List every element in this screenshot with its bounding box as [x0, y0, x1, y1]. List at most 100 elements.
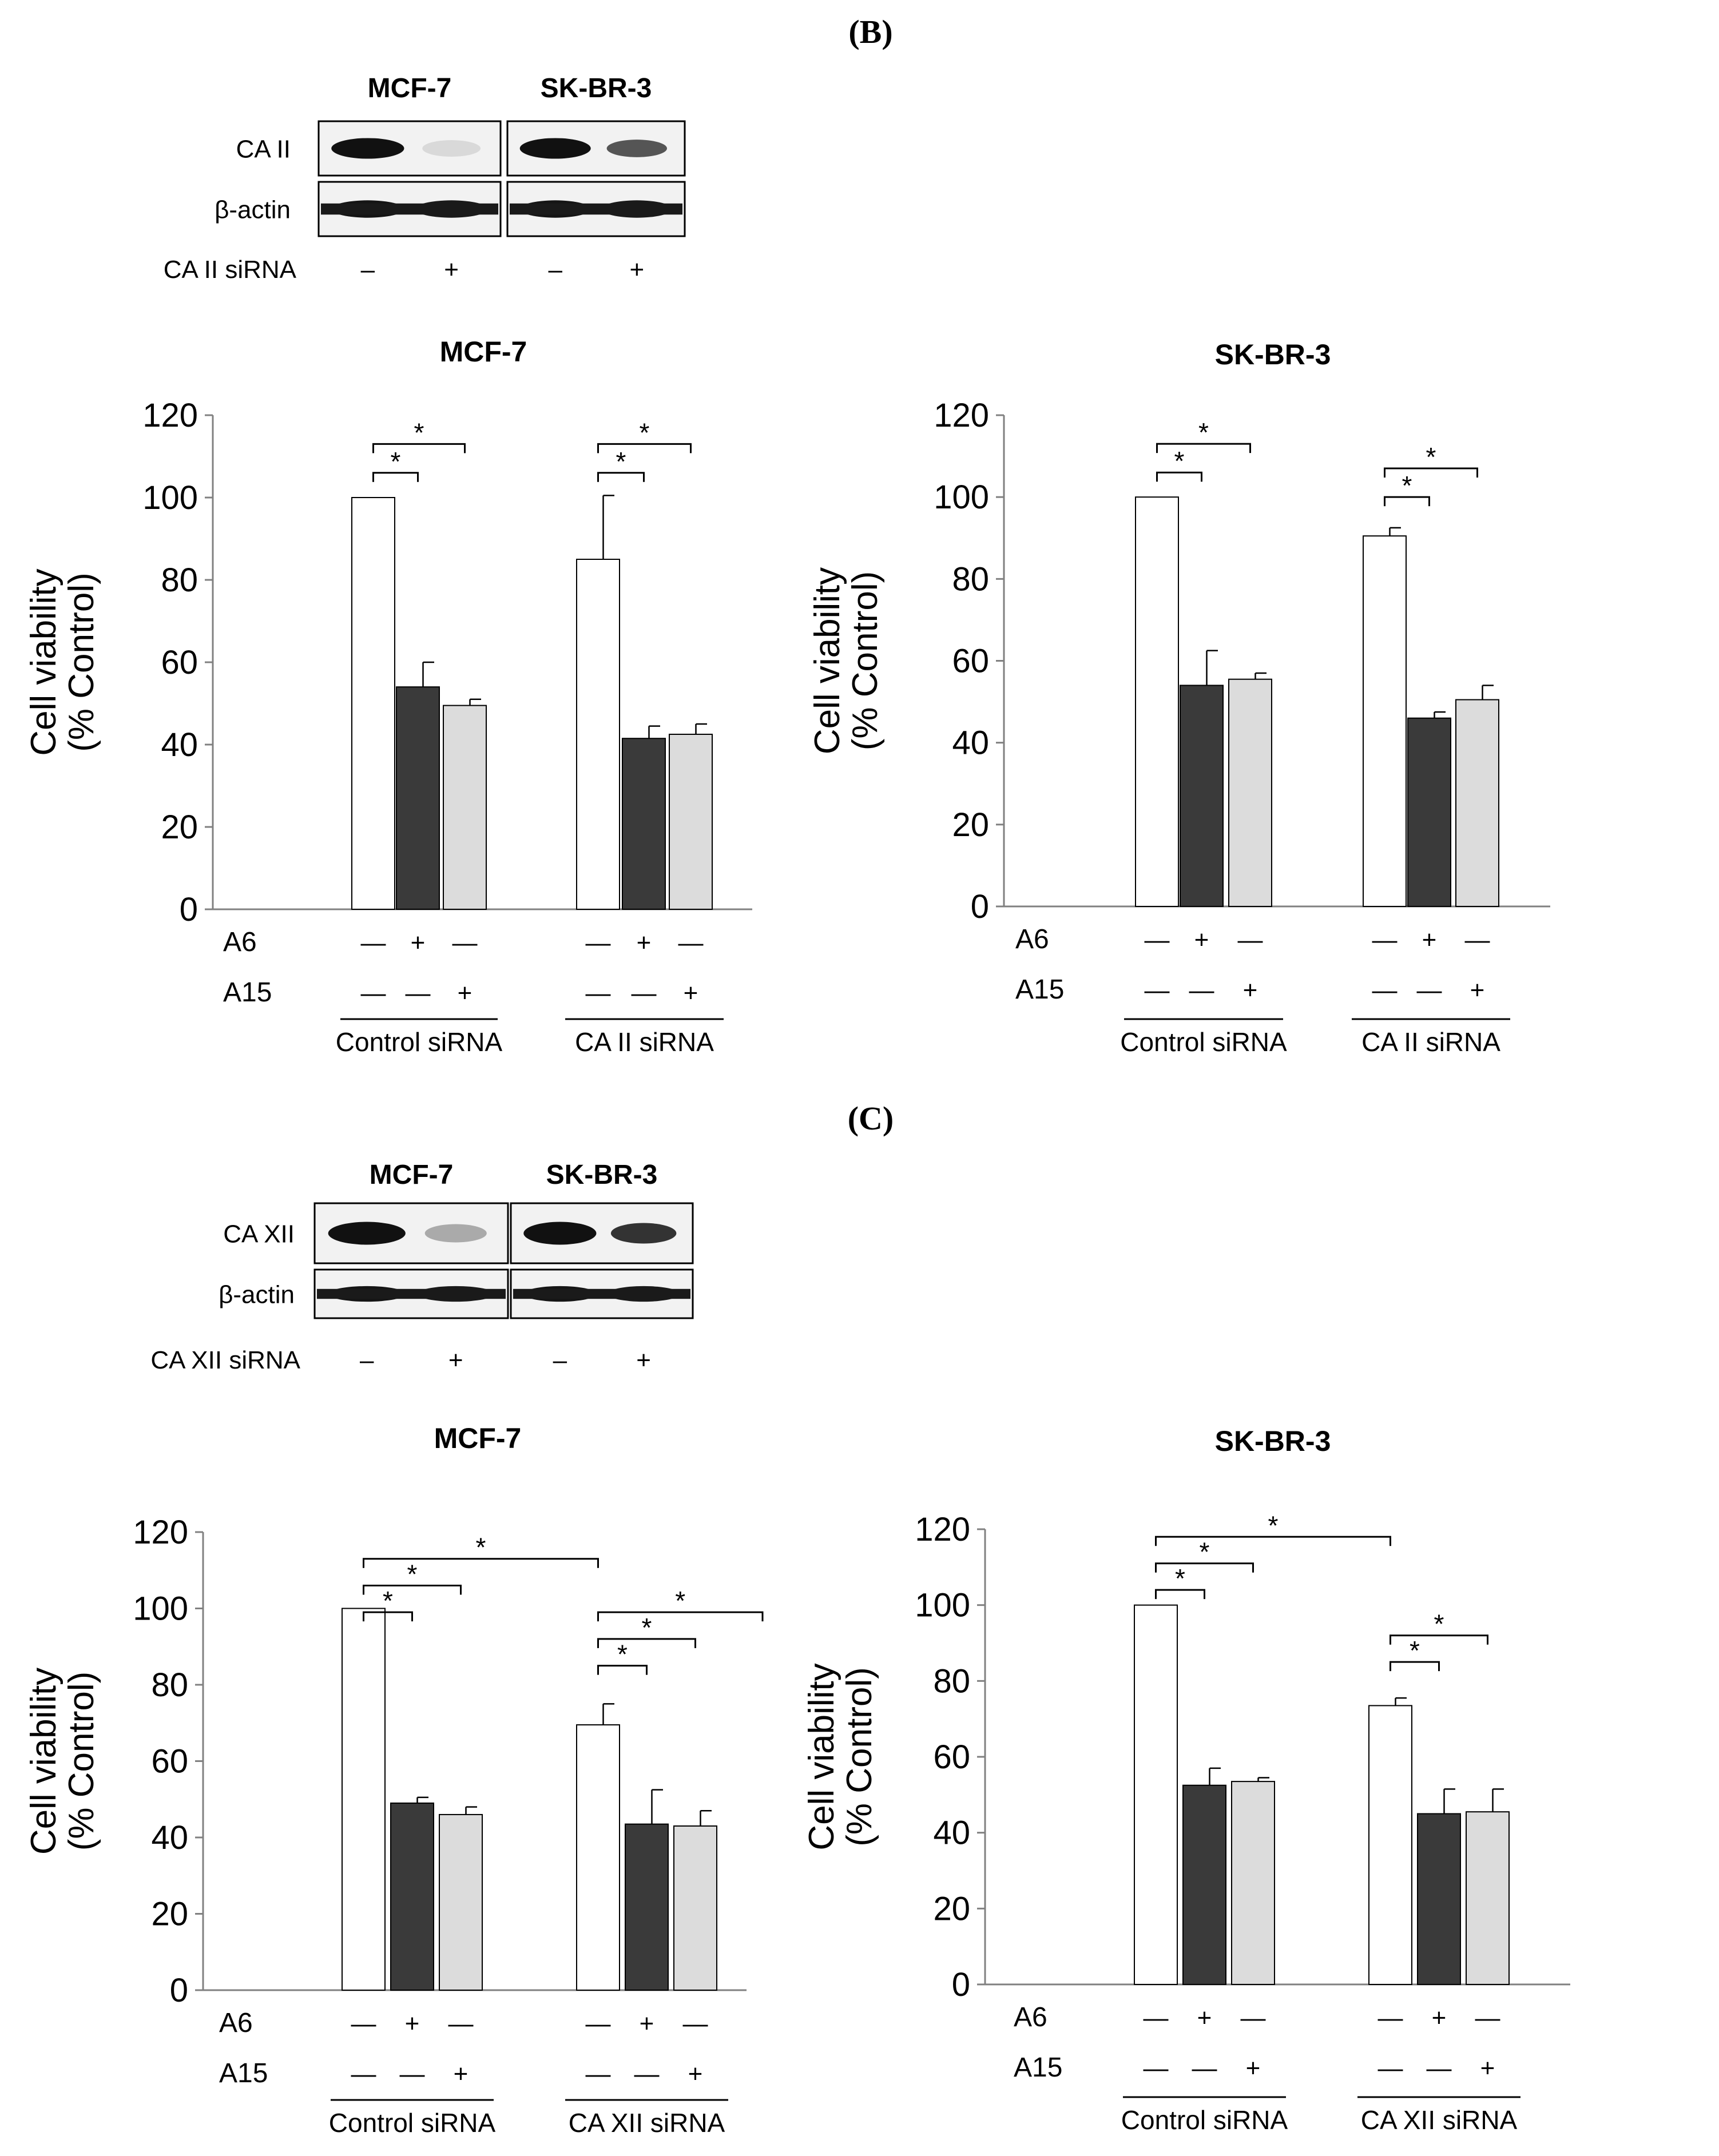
a15-sign: +: [1480, 2054, 1495, 2082]
significance-bracket: [1155, 1562, 1254, 1573]
group-label: Control siRNA: [1120, 1027, 1287, 1057]
bar: [1368, 1705, 1412, 1985]
cell-line-label: MCF-7: [370, 1160, 454, 1190]
y-tick-label: 100: [915, 1587, 970, 1624]
cell-line-label: SK-BR-3: [546, 1160, 658, 1190]
a15-sign: —: [400, 2060, 425, 2088]
a6-sign: —: [586, 2010, 611, 2038]
a15-sign: —: [1378, 2054, 1403, 2082]
a6-sign: —: [1238, 926, 1263, 954]
a15-sign: —: [361, 979, 386, 1007]
row-label-a6: A6: [1015, 924, 1049, 954]
bar: [1228, 678, 1272, 908]
a6-sign: —: [683, 2010, 708, 2038]
significance-star: *: [1402, 471, 1412, 500]
y-tick-label: 20: [952, 806, 989, 844]
significance-bracket: [363, 1611, 413, 1622]
significance-star: *: [1200, 1537, 1210, 1567]
bar: [1417, 1813, 1461, 1985]
y-tick-label: 60: [952, 643, 989, 680]
significance-star: *: [1174, 446, 1185, 476]
bar: [390, 1802, 434, 1991]
chart-3: SK-BR-3 Cell viability(% Control) 0 20 40 60 8…: [802, 1425, 1570, 2135]
significance-star: *: [414, 417, 424, 447]
y-tick-label: 60: [933, 1739, 970, 1776]
treatment-sign: –: [361, 256, 375, 284]
row-label-a15: A15: [1014, 2052, 1062, 2083]
y-tick-label: 0: [952, 1966, 970, 2003]
treatment-sign: +: [444, 256, 459, 284]
bar: [1180, 685, 1224, 907]
bar: [443, 705, 487, 910]
significance-star: *: [1175, 1564, 1185, 1593]
row-label-a6: A6: [219, 2008, 253, 2038]
chart-title: SK-BR-3: [1215, 1425, 1331, 1457]
significance-bracket: [1156, 471, 1202, 482]
y-tick-label: 80: [161, 562, 198, 599]
bar: [1182, 1784, 1226, 1985]
chart-title: MCF-7: [440, 336, 527, 368]
a6-sign: —: [1145, 926, 1170, 954]
y-tick-label: 120: [133, 1514, 188, 1551]
y-axis-label: Cell viability(% Control): [808, 567, 885, 754]
bar: [625, 1823, 669, 1991]
significance-star: *: [617, 1640, 628, 1669]
group-label: Control siRNA: [1121, 2105, 1288, 2135]
blot-band: [610, 1223, 677, 1244]
bar: [622, 738, 666, 910]
group-label: CA II siRNA: [575, 1027, 714, 1057]
bar: [1135, 496, 1179, 907]
y-tick-label: 40: [161, 726, 198, 763]
a15-sign: —: [1192, 2054, 1217, 2082]
significance-star: *: [1434, 1609, 1444, 1639]
a15-sign: —: [1189, 976, 1214, 1004]
y-tick-label: 20: [933, 1890, 970, 1927]
y-tick-label: 100: [133, 1590, 188, 1628]
significance-star: *: [476, 1533, 486, 1562]
a6-sign: —: [586, 929, 611, 957]
significance-star: *: [642, 1613, 652, 1642]
y-tick-label: 0: [170, 1972, 188, 2009]
y-axis-label-line: (% Control): [62, 1672, 101, 1851]
blot-row-label: CA XII: [223, 1220, 295, 1248]
significance-bracket: [1155, 1589, 1205, 1600]
y-axis-label-line: Cell viability: [24, 568, 63, 755]
significance-star: *: [640, 417, 650, 447]
a6-sign: +: [1432, 2004, 1447, 2032]
y-axis-label: Cell viability(% Control): [24, 1668, 101, 1855]
a15-sign: —: [1417, 976, 1442, 1004]
a15-sign: +: [684, 979, 698, 1007]
treatment-sign: –: [360, 1346, 374, 1374]
panel-label-c: (C): [848, 1100, 894, 1137]
bar: [1363, 535, 1407, 907]
significance-bracket: [1384, 467, 1478, 478]
blot-row-label: β-actin: [219, 1281, 295, 1309]
a6-sign: +: [411, 929, 426, 957]
y-tick-label: 80: [933, 1662, 970, 1700]
bar: [396, 686, 440, 910]
y-axis-label: Cell viability(% Control): [802, 1663, 879, 1850]
significance-bracket: [597, 1638, 696, 1648]
bar: [1231, 1781, 1275, 1986]
a6-sign: —: [1372, 926, 1398, 954]
y-tick-label: 0: [971, 888, 989, 925]
blot-band: [513, 1288, 690, 1299]
significance-bracket: [372, 443, 466, 454]
significance-star: *: [383, 1586, 393, 1616]
chart-2: MCF-7 Cell viability(% Control) 0 20 40 60 80 1…: [24, 1422, 764, 2138]
cell-line-label: MCF-7: [368, 73, 452, 104]
a15-sign: —: [632, 979, 657, 1007]
significance-bracket: [1390, 1661, 1440, 1672]
a15-sign: +: [1470, 976, 1485, 1004]
significance-star: *: [1198, 417, 1209, 447]
y-tick-label: 40: [933, 1815, 970, 1852]
bar: [669, 734, 713, 910]
a15-sign: +: [458, 979, 473, 1007]
significance-star: *: [1426, 442, 1436, 472]
significance-star: *: [616, 447, 626, 476]
a15-sign: —: [1145, 976, 1170, 1004]
bar: [439, 1813, 483, 1991]
bar: [1407, 717, 1451, 907]
significance-star: *: [407, 1559, 418, 1589]
a6-sign: —: [1378, 2004, 1403, 2032]
